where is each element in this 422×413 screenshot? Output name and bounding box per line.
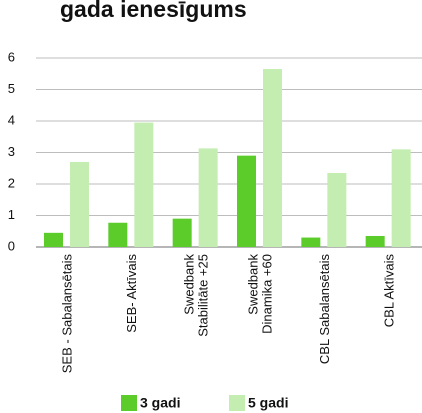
category-label-line: Dinamika +60 [260, 254, 275, 334]
bar-series1 [108, 222, 128, 247]
bar-series2 [391, 149, 411, 247]
bar-series2 [198, 148, 218, 247]
category-label-line: CBL Sabalansētais [317, 254, 332, 365]
bar-series2 [327, 172, 347, 247]
y-tick-label: 2 [8, 175, 15, 190]
legend-swatch [229, 395, 245, 411]
chart-title: gada ienesīgums [60, 0, 247, 22]
category-label: CBL Aktīvais [381, 254, 396, 328]
category-label-line: SEB - Sabalansētais [60, 254, 75, 374]
category-label: SEB- Aktīvais [124, 254, 139, 333]
category-label-line: Swedbank [181, 254, 196, 315]
bars [44, 69, 411, 248]
y-tick-label: 5 [8, 81, 15, 96]
category-label: Swedbank Stabilitāte +25 [181, 254, 210, 337]
bar-series1 [44, 232, 63, 247]
legend-label: 3 gadi [140, 395, 180, 411]
legend: 3 gadi 5 gadi [121, 395, 288, 411]
category-label-line: Stabilitāte +25 [195, 254, 210, 337]
category-labels: SEB - Sabalansētais SEB- Aktīvais Swedbank… [60, 254, 397, 374]
category-label: CBL Sabalansētais [317, 254, 332, 365]
gridlines [36, 57, 422, 248]
bar-series1 [172, 218, 192, 247]
category-label-line: SEB- Aktīvais [124, 254, 139, 333]
bar-series2 [263, 69, 282, 248]
y-axis-ticks: 0 1 2 3 4 5 6 [8, 49, 15, 253]
y-tick-label: 3 [8, 144, 15, 159]
bar-series2 [134, 122, 154, 247]
bar-series2 [70, 161, 89, 247]
y-tick-label: 4 [8, 112, 15, 127]
category-label: SEB - Sabalansētais [60, 254, 75, 374]
legend-label: 5 gadi [248, 395, 288, 411]
bar-series1 [301, 237, 321, 247]
y-tick-label: 0 [8, 238, 15, 253]
category-label-line: Swedbank [246, 254, 261, 315]
category-label: Swedbank Dinamika +60 [246, 254, 275, 334]
bar-series1 [365, 235, 385, 247]
y-tick-label: 1 [8, 207, 15, 222]
category-label-line: CBL Aktīvais [381, 254, 396, 328]
legend-swatch [121, 395, 137, 411]
bar-series1 [237, 155, 256, 247]
y-tick-label: 6 [8, 49, 15, 64]
